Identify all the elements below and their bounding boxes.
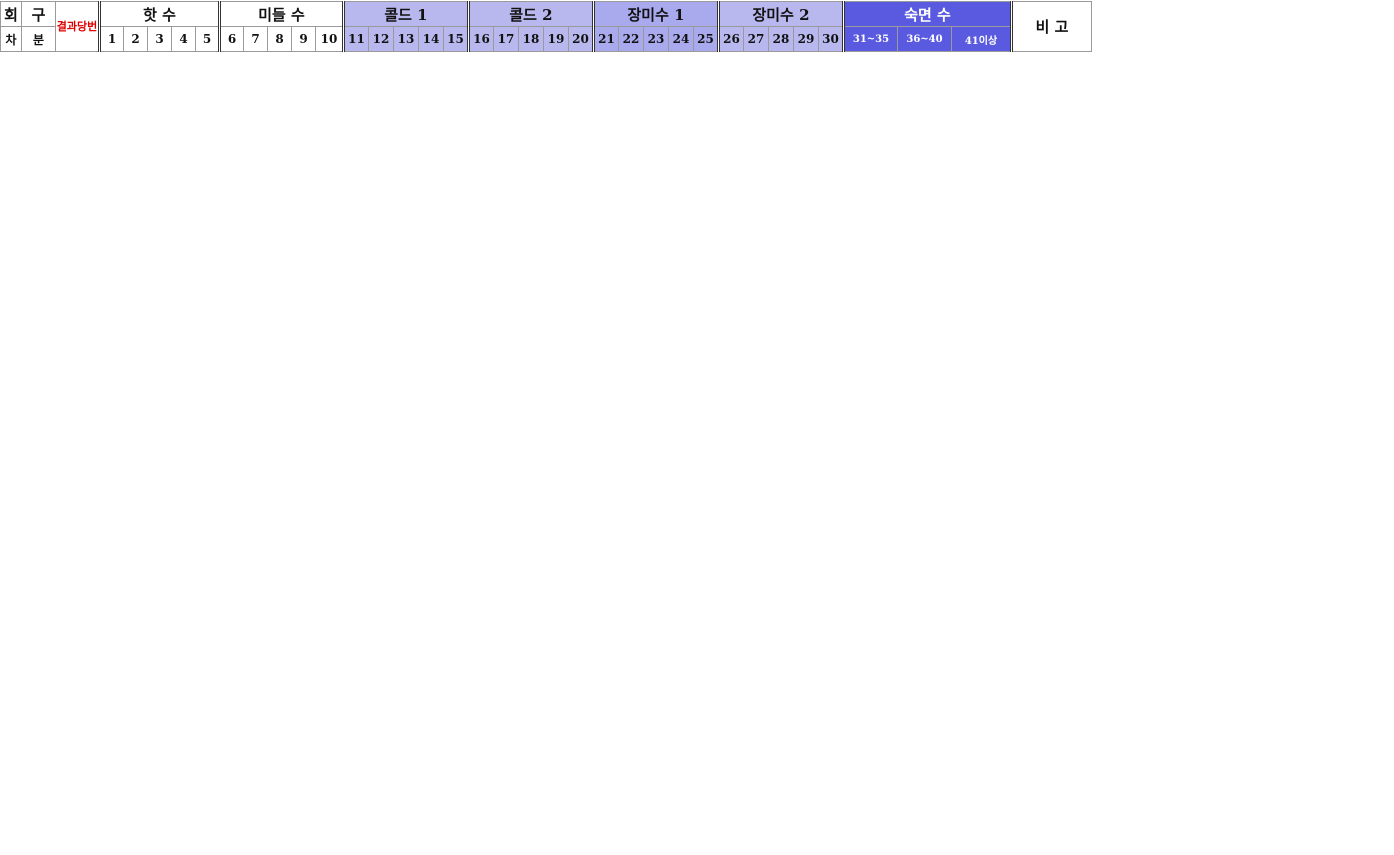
header-cold2: 콜드 2 — [468, 1, 595, 27]
header-num-20: 20 — [568, 26, 595, 52]
header-num-1: 1 — [99, 26, 124, 52]
header-num-13: 13 — [393, 26, 419, 52]
header-num-26: 26 — [718, 26, 744, 52]
header-num-15: 15 — [443, 26, 470, 52]
header-num-6: 6 — [219, 26, 244, 52]
header-gubun-bottom: 분 — [21, 26, 56, 52]
header-hot: 핫 수 — [99, 1, 221, 27]
header-num-28: 28 — [768, 26, 794, 52]
header-num-12: 12 — [368, 26, 394, 52]
header-sleep: 숙면 수 — [843, 1, 1013, 27]
header-num-3: 3 — [147, 26, 172, 52]
header-rose1: 장미수 1 — [593, 1, 720, 27]
header-num-4: 4 — [171, 26, 196, 52]
header-num-22: 22 — [618, 26, 644, 52]
header-num-8: 8 — [267, 26, 292, 52]
header-num-14: 14 — [418, 26, 444, 52]
header-middle: 미들 수 — [219, 1, 345, 27]
header-num-27: 27 — [743, 26, 769, 52]
header-cold1: 콜드 1 — [343, 1, 470, 27]
header-num-24: 24 — [668, 26, 694, 52]
header-sleep-sub-1: 31~35 — [843, 26, 898, 52]
header-num-25: 25 — [693, 26, 720, 52]
header-note: 비 고 — [1011, 1, 1092, 52]
header-round-top: 회 — [0, 1, 22, 27]
header-sleep-sub-2: 36~40 — [897, 26, 952, 52]
header-num-16: 16 — [468, 26, 494, 52]
header-num-5: 5 — [195, 26, 221, 52]
header-gubun-top: 구 — [21, 1, 56, 27]
header-round-bottom: 차 — [0, 26, 22, 52]
header-num-21: 21 — [593, 26, 619, 52]
header-result: 결과당번 — [55, 1, 101, 52]
header-sleep-sub-3: 41이상 — [951, 26, 1013, 52]
header-num-2: 2 — [123, 26, 148, 52]
header-num-23: 23 — [643, 26, 669, 52]
header-num-29: 29 — [793, 26, 819, 52]
header-num-30: 30 — [818, 26, 845, 52]
header-row-2: 차 분 1 2 3 4 5 6 7 8 9 10 11 12 13 14 15 16 17 18 19 20 21 22 2… — [0, 26, 1092, 52]
header-rose2: 장미수 2 — [718, 1, 845, 27]
header-num-9: 9 — [291, 26, 316, 52]
header-num-10: 10 — [315, 26, 345, 52]
header-num-7: 7 — [243, 26, 268, 52]
header-num-19: 19 — [543, 26, 569, 52]
header-num-17: 17 — [493, 26, 519, 52]
header-num-18: 18 — [518, 26, 544, 52]
header-row-1: 회 구 결과당번 핫 수 미들 수 콜드 1 콜드 2 장미수 1 장미수 2 … — [0, 1, 1092, 52]
analysis-grid: 회 구 결과당번 핫 수 미들 수 콜드 1 콜드 2 장미수 1 장미수 2 … — [0, 1, 1092, 52]
header-num-11: 11 — [343, 26, 369, 52]
